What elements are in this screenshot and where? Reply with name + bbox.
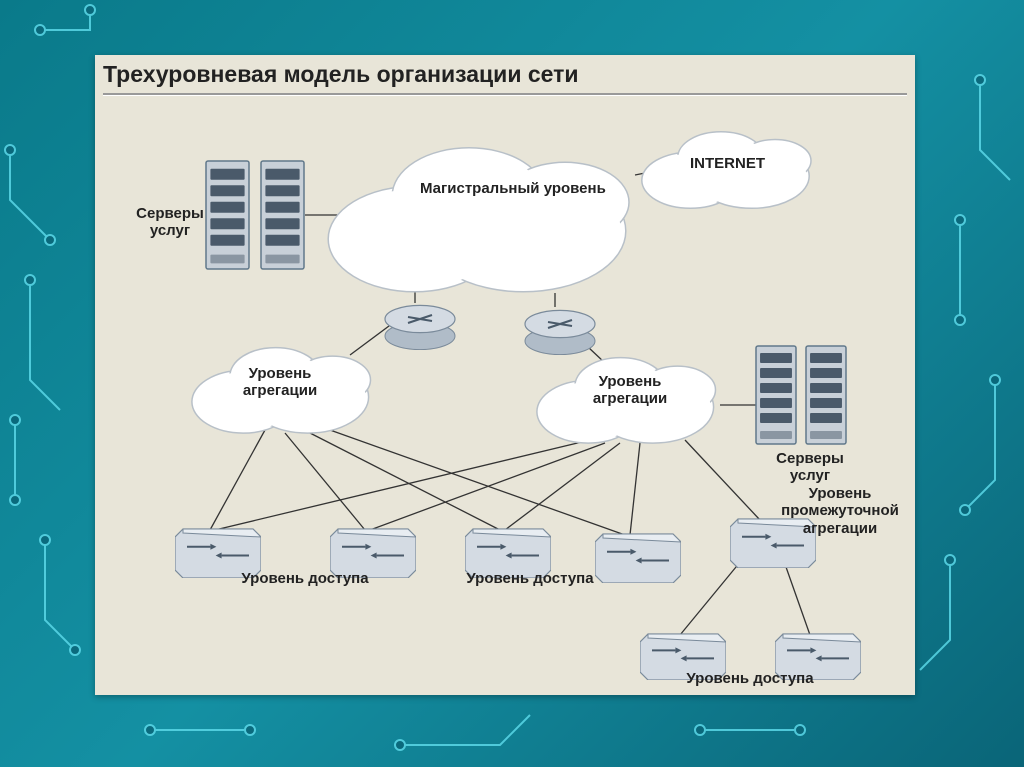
servers_left_2 (260, 160, 305, 275)
edge (310, 433, 500, 530)
label_access_3: Уровень доступа (675, 670, 825, 687)
edge (285, 433, 365, 530)
router_left (380, 300, 460, 355)
edge (630, 443, 640, 535)
servers_right_1 (755, 345, 797, 450)
cloud_agg_left-label: Уровень агрегации (225, 365, 335, 399)
cloud_internet: INTERNET (640, 125, 820, 215)
diagram-panel: Трехуровневая модель организации сети Се… (95, 55, 915, 695)
label_servers_right: Серверы услуг (755, 450, 865, 484)
edge (210, 430, 265, 530)
cloud_agg_right-label: Уровень агрегации (575, 373, 685, 407)
label_servers_left: Серверы услуг (115, 205, 225, 239)
router_right (520, 305, 600, 360)
cloud_agg_right: Уровень агрегации (535, 350, 725, 450)
diagram-title: Трехуровневая модель организации сети (103, 61, 579, 88)
edge (370, 443, 605, 530)
edge (215, 440, 590, 530)
cloud_backbone-label: Магистральный уровень (420, 180, 606, 197)
cloud_backbone: Магистральный уровень (325, 135, 645, 300)
label_access_2: Уровень доступа (455, 570, 605, 587)
switch_a4 (595, 530, 681, 588)
label_intermediate: Уровень промежуточной агрегации (775, 485, 905, 537)
cloud_agg_left: Уровень агрегации (190, 340, 380, 440)
servers_right_2 (805, 345, 847, 450)
title-separator (103, 93, 907, 95)
edge (685, 440, 760, 520)
cloud_internet-label: INTERNET (690, 155, 765, 172)
edge (505, 443, 620, 530)
label_access_1: Уровень доступа (230, 570, 380, 587)
